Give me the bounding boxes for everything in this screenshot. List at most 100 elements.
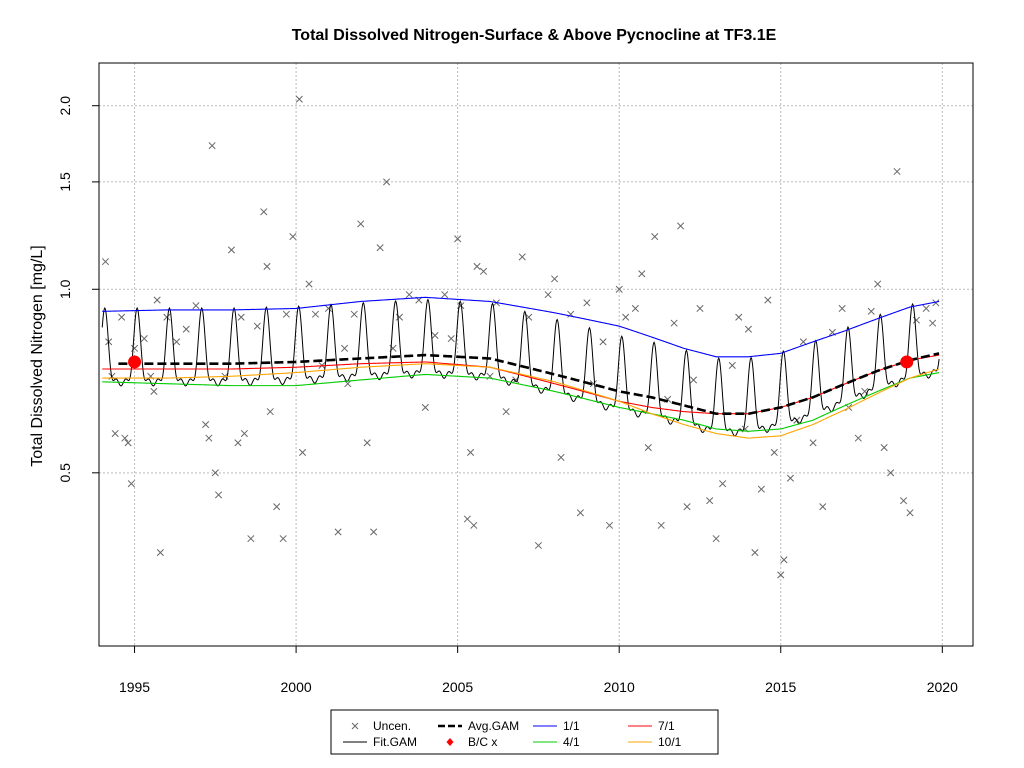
legend-entry: Fit.GAM — [343, 735, 417, 749]
uncen-point — [638, 270, 646, 278]
x-tick-label: 2015 — [765, 679, 796, 695]
x-tick-label: 1995 — [119, 679, 150, 695]
uncen-point — [728, 361, 736, 370]
uncen-point — [657, 521, 665, 529]
uncen-point — [208, 142, 216, 150]
y-tick-label: 0.5 — [57, 463, 73, 483]
uncen-point — [182, 325, 190, 333]
uncen-point — [719, 480, 727, 488]
legend-entry: 1/1 — [533, 719, 580, 733]
legend-label: Avg.GAM — [468, 719, 519, 733]
series-line-avg — [118, 352, 940, 416]
uncen-point — [544, 291, 552, 299]
uncen-point — [260, 208, 268, 216]
legend-label: 1/1 — [563, 719, 580, 733]
uncen-point — [153, 296, 161, 304]
uncen-point — [311, 310, 320, 318]
uncen-point — [282, 310, 290, 318]
uncen-point — [770, 448, 778, 456]
uncen-point — [899, 497, 908, 505]
chart-title: Total Dissolved Nitrogen-Surface & Above… — [292, 27, 777, 44]
uncen-point — [247, 535, 255, 543]
uncen-point — [121, 434, 129, 442]
uncen-point — [156, 549, 164, 557]
x-tick-label: 2020 — [927, 679, 958, 695]
uncen-point — [819, 503, 827, 511]
uncen-point — [172, 338, 181, 346]
y-tick-label: 2.0 — [57, 96, 73, 116]
uncen-point — [534, 541, 542, 550]
legend-label: 4/1 — [563, 735, 580, 749]
bc-point — [128, 355, 142, 369]
uncen-point — [111, 429, 119, 438]
legend-entry: 10/1 — [628, 735, 682, 749]
uncen-point — [651, 233, 659, 241]
uncensored-points — [101, 95, 940, 579]
uncen-point — [118, 313, 126, 321]
uncen-point — [441, 291, 449, 299]
legend-symbol — [351, 722, 359, 730]
bc-points-layer — [128, 355, 914, 369]
uncen-point — [589, 380, 597, 388]
y-tick-label: 1.5 — [57, 172, 73, 192]
uncen-point — [240, 429, 248, 438]
grid-lines — [99, 63, 973, 646]
uncen-point — [467, 448, 475, 456]
legend: Uncen. Fit.GAM Avg.GAM B/C x 1/1 4/1 7/1 10/1 — [330, 709, 719, 755]
fit-gam-line — [101, 298, 940, 437]
uncen-point — [764, 296, 772, 304]
x-tick-label: 2010 — [604, 679, 635, 695]
uncen-point — [273, 503, 281, 511]
uncen-point — [341, 344, 349, 352]
legend-label: Uncen. — [373, 719, 411, 733]
uncen-point — [929, 319, 937, 327]
uncen-point — [101, 258, 110, 266]
uncen-point — [696, 304, 704, 313]
uncen-point — [906, 509, 914, 517]
uncen-point — [237, 313, 245, 321]
uncen-point — [299, 448, 307, 456]
x-axis: 1995 2000 2005 2010 2015 2020 — [119, 646, 958, 695]
uncen-point — [683, 503, 691, 511]
uncen-point — [599, 338, 607, 346]
legend-entry: Uncen. — [351, 719, 411, 733]
uncen-point — [670, 319, 678, 327]
uncen-point — [874, 280, 882, 288]
uncen-point — [150, 387, 158, 395]
uncen-point — [757, 485, 765, 493]
uncen-point — [363, 439, 371, 447]
uncen-point — [689, 376, 698, 384]
uncen-point — [786, 474, 794, 482]
uncen-point — [706, 497, 714, 505]
seasonal-lines-layer — [102, 296, 940, 439]
uncen-point — [279, 535, 287, 543]
uncen-point — [854, 434, 862, 442]
uncen-point — [370, 528, 378, 536]
uncen-point — [211, 469, 219, 477]
uncen-point — [405, 291, 413, 299]
legend-entry: Avg.GAM — [438, 719, 519, 733]
uncen-point — [470, 521, 478, 529]
uncen-point — [289, 233, 297, 241]
uncen-point — [479, 267, 488, 275]
uncen-point — [551, 275, 559, 283]
legend-entry: 4/1 — [533, 735, 580, 749]
series-line-s41 — [102, 372, 940, 432]
y-tick-label: 1.0 — [57, 279, 73, 299]
legend-label: 10/1 — [658, 735, 682, 749]
fit-gam-layer — [101, 298, 940, 437]
uncen-point — [912, 316, 921, 324]
uncen-point — [234, 439, 242, 447]
uncen-point — [631, 304, 639, 313]
uncen-point — [502, 408, 510, 416]
uncen-point — [140, 335, 148, 343]
uncen-point — [305, 280, 313, 288]
series-line-s11 — [102, 296, 940, 358]
uncen-point — [295, 95, 303, 103]
uncen-point — [867, 307, 875, 315]
legend-box — [330, 709, 719, 755]
y-axis: 0.5 1.0 1.5 2.0 — [57, 96, 99, 483]
plot-frame — [98, 62, 974, 647]
legend-label: B/C x — [468, 735, 497, 749]
uncen-point — [454, 235, 462, 243]
